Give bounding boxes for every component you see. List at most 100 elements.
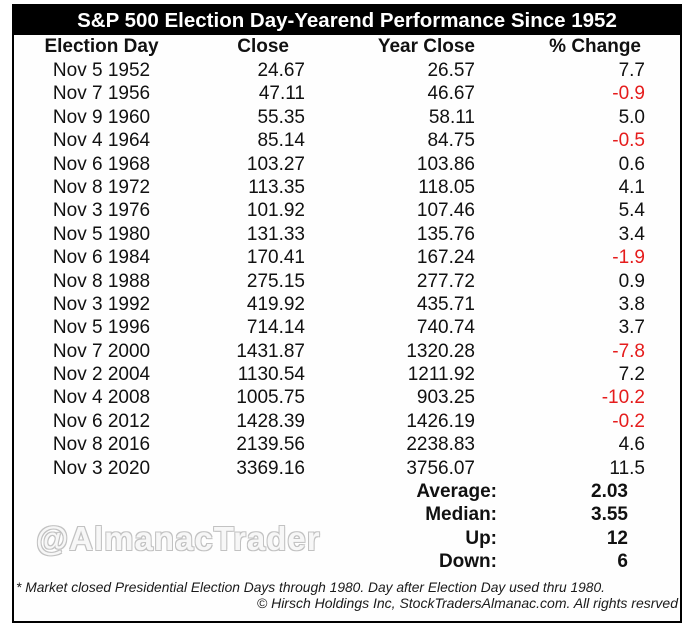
cell-close: 131.33 (246, 223, 305, 245)
table-body: Nov 5 1952 24.67 26.57 7.7 Nov 7 1956 47… (14, 59, 680, 480)
cell-year-close: 84.75 (427, 130, 475, 152)
table-summary: Average: 2.03 Median: 3.55 Up: 12 Down: … (14, 480, 680, 573)
cell-close: 24.67 (257, 60, 305, 81)
cell-close: 3369.16 (236, 457, 305, 479)
cell-pct-change: 5.0 (618, 106, 645, 128)
table-row: Nov 6 1968 103.27 103.86 0.6 (14, 153, 680, 176)
cell-close: 113.35 (248, 176, 305, 198)
performance-table: S&P 500 Election Day-Yearend Performance… (12, 4, 682, 623)
cell-year-close: 1320.28 (406, 340, 475, 362)
cell-close: 1431.87 (236, 340, 305, 362)
cell-pct-change: 0.6 (618, 153, 645, 175)
summary-label: Up: (465, 527, 497, 549)
summary-row: Median: 3.55 (14, 503, 680, 526)
cell-year-close: 103.86 (416, 153, 475, 175)
cell-pct-change: -0.9 (612, 83, 645, 105)
cell-year-close: 135.76 (416, 223, 475, 245)
cell-election-day: Nov 6 1984 (52, 247, 151, 269)
summary-label: Median: (425, 504, 497, 526)
cell-year-close: 740.74 (416, 317, 475, 339)
cell-close: 275.15 (246, 270, 305, 292)
summary-row: Average: 2.03 (14, 480, 680, 503)
cell-pct-change: 5.4 (618, 200, 645, 222)
cell-year-close: 903.25 (416, 387, 475, 409)
cell-close: 1130.54 (237, 364, 305, 386)
summary-row: Down: 6 (14, 550, 680, 573)
cell-close: 714.14 (246, 317, 305, 339)
cell-close: 1428.39 (236, 410, 305, 432)
cell-election-day: Nov 5 1996 (52, 317, 151, 339)
cell-pct-change: 3.4 (618, 223, 645, 245)
cell-election-day: Nov 5 1980 (52, 223, 151, 245)
cell-election-day: Nov 6 2012 (52, 410, 151, 432)
table-row: Nov 3 1976 101.92 107.46 5.4 (14, 199, 680, 222)
table-row: Nov 3 1992 419.92 435.71 3.8 (14, 293, 680, 316)
table-row: Nov 7 2000 1431.87 1320.28 -7.8 (14, 340, 680, 363)
table-row: Nov 8 1972 113.35 118.05 4.1 (14, 176, 680, 199)
column-header-year-close: Year Close (377, 36, 475, 57)
cell-year-close: 1426.19 (406, 410, 475, 432)
cell-close: 2139.56 (236, 434, 305, 456)
table-row: Nov 6 1984 170.41 167.24 -1.9 (14, 246, 680, 269)
cell-year-close: 118.05 (418, 176, 475, 198)
cell-election-day: Nov 8 1988 (52, 270, 151, 292)
cell-election-day: Nov 3 2020 (52, 457, 151, 479)
cell-year-close: 435.71 (416, 293, 475, 315)
summary-label: Average: (416, 481, 497, 503)
cell-pct-change: -7.8 (612, 340, 645, 362)
cell-close: 103.27 (246, 153, 305, 175)
cell-year-close: 3756.07 (406, 457, 475, 479)
cell-pct-change: -10.2 (601, 387, 645, 409)
column-header-election-day: Election Day (44, 36, 159, 57)
table-row: Nov 2 2004 1130.54 1211.92 7.2 (14, 363, 680, 386)
summary-value: 3.55 (591, 504, 628, 526)
cell-election-day: Nov 8 2016 (52, 434, 151, 456)
cell-close: 170.41 (246, 247, 305, 269)
cell-election-day: Nov 7 1956 (52, 83, 151, 105)
column-header-pct-change: % Change (549, 36, 641, 57)
cell-year-close: 1211.92 (407, 364, 475, 386)
cell-election-day: Nov 4 2008 (52, 387, 151, 409)
summary-value: 12 (606, 527, 628, 549)
table-row: Nov 7 1956 47.11 46.67 -0.9 (14, 82, 680, 105)
cell-election-day: Nov 7 2000 (52, 340, 151, 362)
cell-pct-change: -0.5 (612, 130, 645, 152)
cell-close: 419.92 (246, 293, 305, 315)
cell-close: 47.11 (258, 83, 305, 105)
table-row: Nov 3 2020 3369.16 3756.07 11.5 (14, 457, 680, 480)
table-row: Nov 8 2016 2139.56 2238.83 4.6 (14, 433, 680, 456)
cell-year-close: 58.11 (428, 106, 475, 128)
cell-election-day: Nov 9 1960 (52, 106, 151, 128)
footnote-text: * Market closed Presidential Election Da… (16, 580, 605, 596)
cell-election-day: Nov 6 1968 (52, 153, 151, 175)
table-row: Nov 9 1960 55.35 58.11 5.0 (14, 106, 680, 129)
table-row: Nov 8 1988 275.15 277.72 0.9 (14, 270, 680, 293)
summary-label: Down: (438, 550, 497, 572)
summary-value: 6 (617, 550, 628, 572)
cell-year-close: 167.24 (416, 247, 475, 269)
cell-pct-change: 4.6 (618, 434, 645, 456)
table-row: Nov 5 1996 714.14 740.74 3.7 (14, 316, 680, 339)
cell-year-close: 46.67 (427, 83, 475, 105)
table-row: Nov 4 2008 1005.75 903.25 -10.2 (14, 386, 680, 409)
column-header-close: Close (237, 36, 289, 57)
cell-pct-change: 3.8 (618, 293, 645, 315)
cell-pct-change: -1.9 (612, 247, 645, 269)
copyright-text: © Hirsch Holdings Inc, StockTradersAlman… (256, 595, 678, 612)
cell-year-close: 107.46 (416, 200, 475, 222)
table-row: Nov 6 2012 1428.39 1426.19 -0.2 (14, 410, 680, 433)
cell-election-day: Nov 2 2004 (52, 364, 151, 386)
summary-value: 2.03 (591, 481, 628, 503)
table-title: S&P 500 Election Day-Yearend Performance… (14, 6, 680, 35)
cell-pct-change: 7.2 (618, 364, 645, 386)
table-row: Nov 5 1952 24.67 26.57 7.7 (14, 59, 680, 82)
cell-pct-change: -0.2 (612, 410, 645, 432)
cell-election-day: Nov 3 1992 (52, 293, 151, 315)
cell-year-close: 277.72 (416, 270, 475, 292)
cell-close: 101.92 (246, 200, 305, 222)
cell-election-day: Nov 4 1964 (52, 130, 151, 152)
summary-row: Up: 12 (14, 527, 680, 550)
cell-year-close: 26.57 (427, 60, 475, 81)
table-header-row: Election Day Close Year Close % Change (14, 35, 680, 59)
